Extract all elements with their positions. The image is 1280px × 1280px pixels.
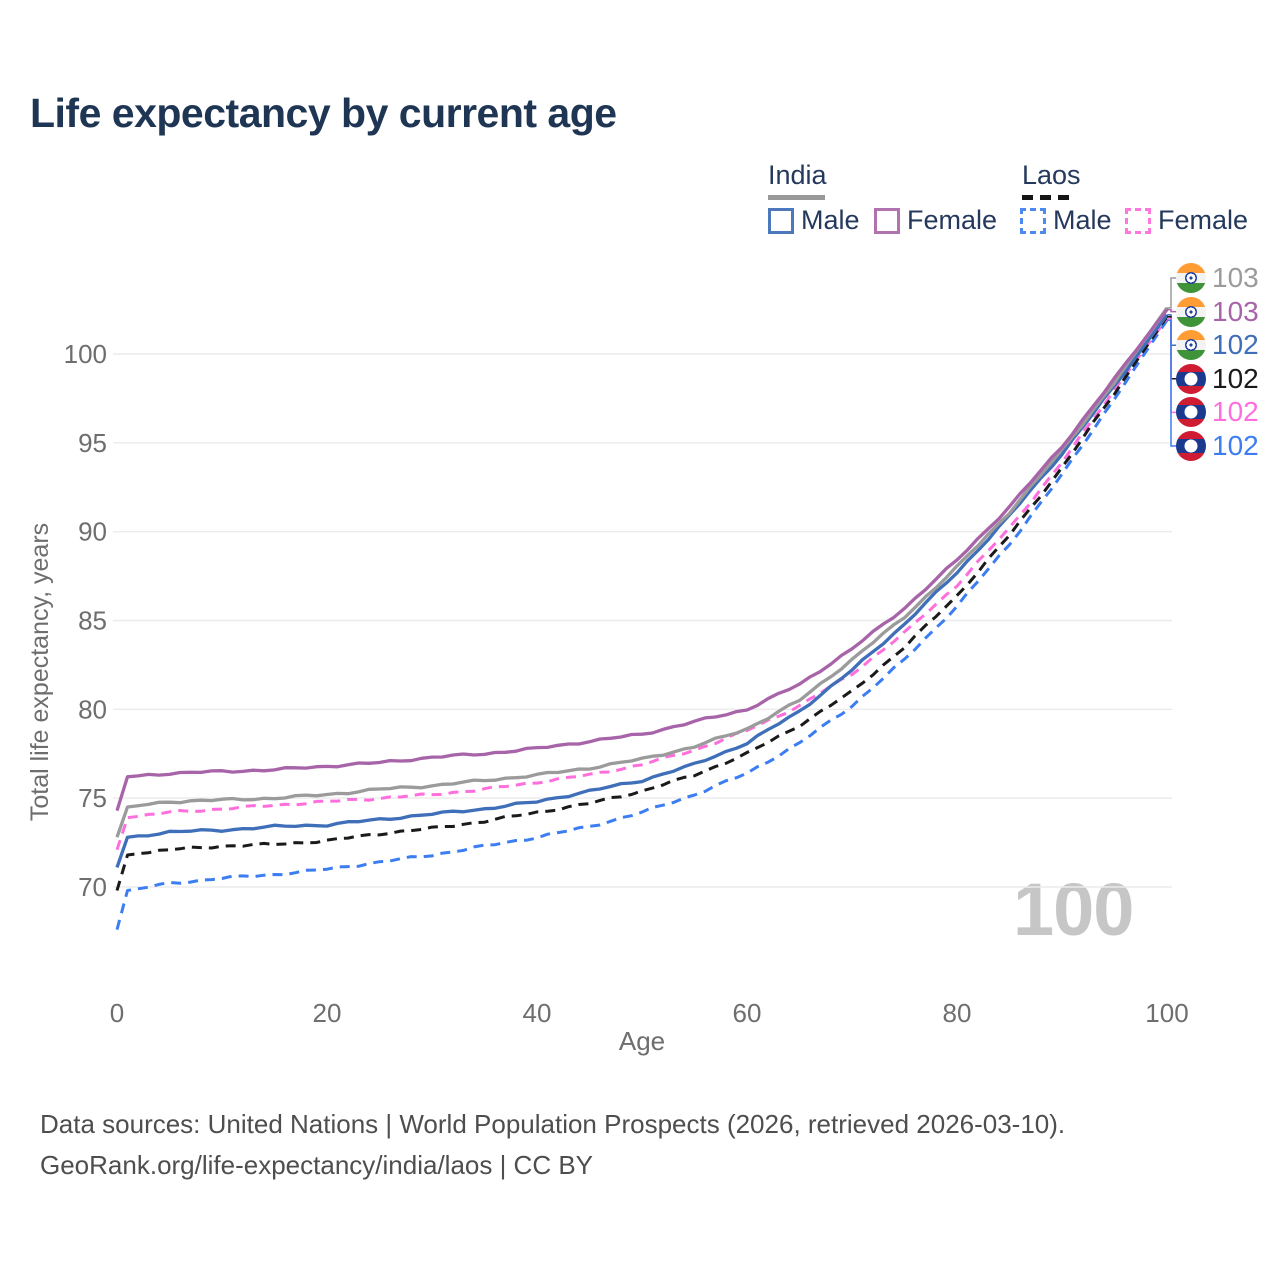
y-tick-label-70: 70 bbox=[78, 872, 107, 902]
x-tick-label-100: 100 bbox=[1145, 998, 1188, 1028]
legend-group-laos: Laos Male Female bbox=[1020, 160, 1248, 235]
leader-line-laos-female bbox=[1167, 317, 1178, 414]
y-tick-label-90: 90 bbox=[78, 517, 107, 547]
y-tick-label-95: 95 bbox=[78, 428, 107, 458]
laos-dashed-line-swatch-icon bbox=[1022, 195, 1075, 200]
data-sources-line: Data sources: United Nations | World Pop… bbox=[40, 1109, 1066, 1139]
series-line-laos-male bbox=[115, 319, 1169, 930]
y-tick-label-100: 100 bbox=[64, 339, 107, 369]
y-tick-label-75: 75 bbox=[78, 783, 107, 813]
leader-line-india-female bbox=[1167, 308, 1178, 313]
legend-india-title[interactable]: India bbox=[768, 160, 827, 190]
y-tick-label-85: 85 bbox=[78, 606, 107, 636]
laos-female-swatch-icon bbox=[1125, 207, 1151, 234]
legend-group-india: India Male Female bbox=[768, 160, 997, 235]
x-tick-label-40: 40 bbox=[523, 998, 552, 1028]
legend-india-male-label: Male bbox=[801, 205, 860, 235]
page-title: Life expectancy by current age bbox=[30, 90, 617, 136]
legend-item-laos-male[interactable]: Male bbox=[1020, 205, 1112, 236]
india-female-swatch-icon bbox=[874, 207, 900, 234]
series-line-india-male bbox=[115, 313, 1169, 868]
legend-laos-female-label: Female bbox=[1158, 205, 1249, 235]
series-line-laos-female bbox=[115, 317, 1169, 851]
legend-laos-title[interactable]: Laos bbox=[1022, 160, 1081, 190]
legend-laos-male-label: Male bbox=[1053, 205, 1112, 235]
series-line-india-total bbox=[115, 306, 1169, 838]
legend-item-india-female[interactable]: Female bbox=[874, 205, 997, 236]
leader-line-laos-total bbox=[1167, 315, 1178, 380]
y-tick-label-80: 80 bbox=[78, 694, 107, 724]
laos-male-swatch-icon bbox=[1020, 207, 1046, 234]
x-axis-title: Age bbox=[619, 1026, 665, 1056]
series-line-india-female bbox=[115, 308, 1169, 812]
y-axis-title: Total life expectancy, years bbox=[26, 523, 54, 821]
series-line-laos-total bbox=[115, 315, 1169, 891]
leader-line-laos-male bbox=[1167, 319, 1178, 447]
x-tick-label-20: 20 bbox=[313, 998, 342, 1028]
leader-line-india-male bbox=[1167, 314, 1178, 346]
x-tick-label-80: 80 bbox=[943, 998, 972, 1028]
legend-item-laos-female[interactable]: Female bbox=[1125, 205, 1248, 236]
x-tick-label-0: 0 bbox=[110, 998, 124, 1028]
legend-india-female-label: Female bbox=[907, 205, 998, 235]
x-tick-label-60: 60 bbox=[733, 998, 762, 1028]
leader-line-india-total bbox=[1167, 277, 1178, 309]
age-counter-watermark: 100 bbox=[1013, 868, 1134, 951]
footer: Data sources: United Nations | World Pop… bbox=[40, 1104, 1065, 1186]
legend-item-india-male[interactable]: Male bbox=[768, 205, 860, 236]
india-solid-line-swatch-icon bbox=[768, 195, 825, 200]
attribution-line[interactable]: GeoRank.org/life-expectancy/india/laos |… bbox=[40, 1150, 594, 1180]
india-male-swatch-icon bbox=[768, 207, 794, 234]
